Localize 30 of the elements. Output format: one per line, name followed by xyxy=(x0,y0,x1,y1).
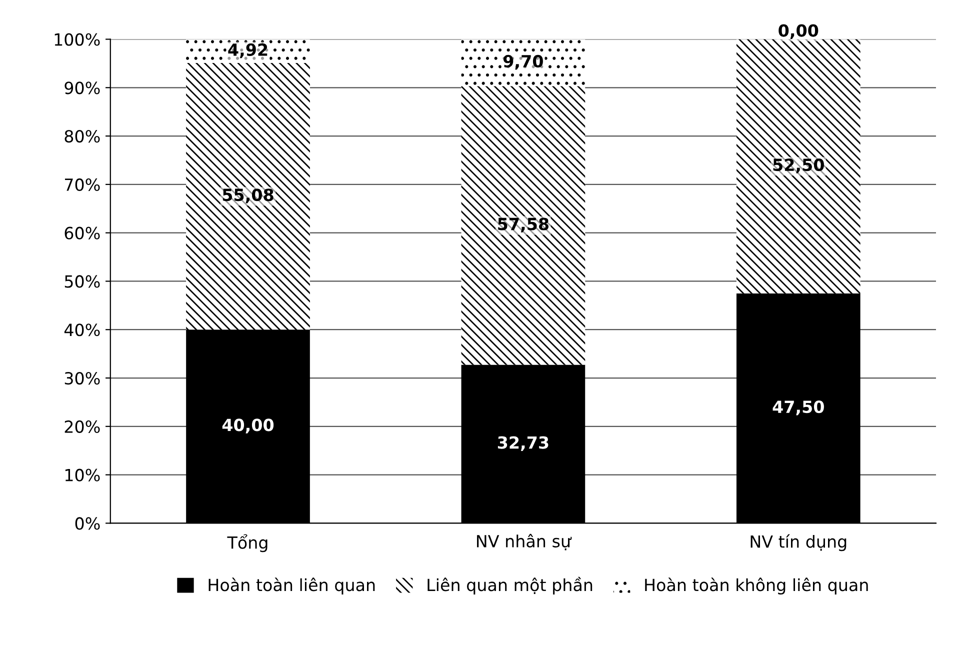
y-tick-label: 90% xyxy=(64,82,100,94)
data-label: 0,00 xyxy=(778,24,818,39)
y-tick-label: 10% xyxy=(65,468,100,482)
bar xyxy=(461,39,586,86)
y-tick-label: 30% xyxy=(64,372,100,385)
y-tick-label: 0% xyxy=(75,517,100,530)
y-tick-label: 40% xyxy=(64,324,100,336)
x-tick-label: NV nhân sự xyxy=(477,534,572,550)
data-label: 57,58 xyxy=(498,218,549,232)
data-label: 55,08 xyxy=(222,188,274,204)
bar xyxy=(461,86,586,365)
legend-label: Liên quan một phần xyxy=(428,576,592,594)
data-label: 4,92 xyxy=(228,43,268,58)
bar xyxy=(736,39,860,294)
bar xyxy=(186,63,310,330)
data-label: 32,73 xyxy=(498,436,548,451)
legend-label: Hoàn toàn liên quan xyxy=(208,578,375,594)
legend-label: Hoàn toàn không liên quan xyxy=(645,578,868,594)
y-tick-label: 50% xyxy=(64,275,100,288)
y-tick-label: 100% xyxy=(54,33,100,46)
y-tick-label: 80% xyxy=(64,130,100,143)
data-label: 40,00 xyxy=(222,418,274,434)
y-tick-label: 60% xyxy=(64,226,100,240)
data-label: 9,70 xyxy=(504,54,543,70)
x-tick-label: Tổng xyxy=(227,534,268,552)
data-label: 47,50 xyxy=(772,400,824,416)
y-tick-label: 70% xyxy=(65,178,100,191)
y-tick-label: 20% xyxy=(64,420,100,433)
x-tick-label: NV tín dụng xyxy=(750,534,846,552)
data-label: 52,50 xyxy=(773,158,824,174)
